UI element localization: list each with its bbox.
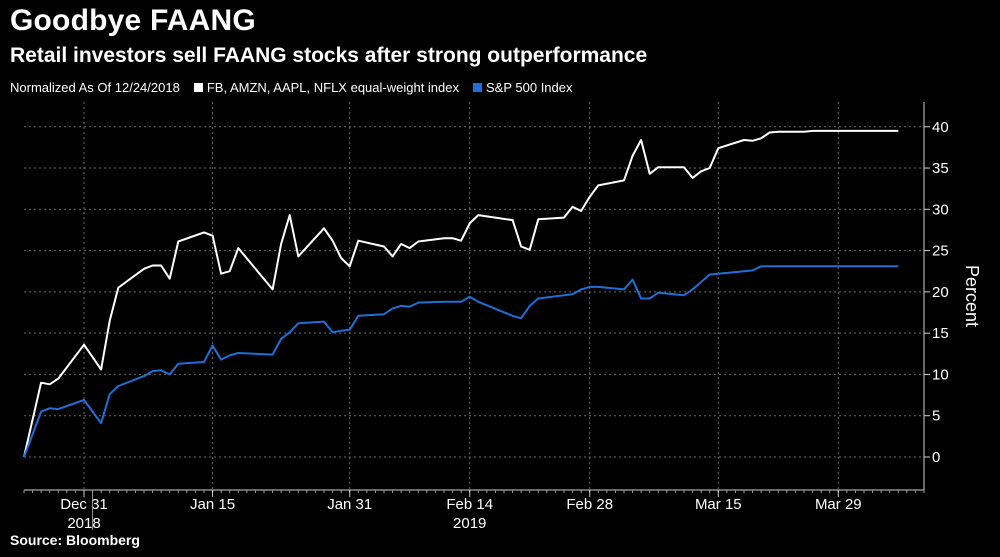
legend-note: Normalized As Of 12/24/2018 — [10, 80, 180, 95]
y-tick-label-20: 20 — [932, 284, 949, 301]
x-tick-label-3: Feb 14 — [446, 496, 493, 513]
series-line-sp500 — [23, 265, 899, 458]
y-tick-label-25: 25 — [932, 243, 949, 260]
x-year-label-0: 2018 — [67, 515, 100, 532]
legend-swatch-faang — [193, 83, 203, 92]
y-axis-label: Percent — [962, 265, 982, 327]
series-line-faang — [23, 129, 899, 458]
legend-swatch-sp500 — [473, 83, 482, 92]
y-tick-label-35: 35 — [932, 160, 949, 177]
y-tick-label-40: 40 — [932, 119, 949, 136]
chart-subtitle: Retail investors sell FAANG stocks after… — [10, 44, 648, 67]
legend-item-faang: FB, AMZN, AAPL, NFLX equal-weight index — [193, 80, 459, 95]
source-note: Source: Bloomberg — [10, 532, 140, 548]
y-tick-label-15: 15 — [932, 325, 949, 342]
x-tick-label-6: Mar 29 — [815, 496, 862, 513]
x-tick-label-0: Dec 31 — [60, 496, 108, 513]
x-tick-label-4: Feb 28 — [566, 496, 613, 513]
legend-label-sp500: S&P 500 Index — [486, 80, 573, 95]
legend: Normalized As Of 12/24/2018 FB, AMZN, AA… — [10, 80, 587, 95]
x-year-label-1: 2019 — [453, 515, 486, 532]
legend-label-faang: FB, AMZN, AAPL, NFLX equal-weight index — [206, 80, 459, 95]
y-tick-label-5: 5 — [932, 408, 940, 425]
y-tick-label-10: 10 — [932, 366, 949, 383]
x-tick-label-1: Jan 15 — [190, 496, 235, 513]
x-tick-label-2: Jan 31 — [327, 496, 372, 513]
chart-title: Goodbye FAANG — [10, 4, 256, 37]
y-tick-label-30: 30 — [932, 201, 949, 218]
legend-item-sp500: S&P 500 Index — [473, 80, 573, 95]
x-tick-label-5: Mar 15 — [695, 496, 742, 513]
y-tick-label-0: 0 — [932, 449, 940, 466]
